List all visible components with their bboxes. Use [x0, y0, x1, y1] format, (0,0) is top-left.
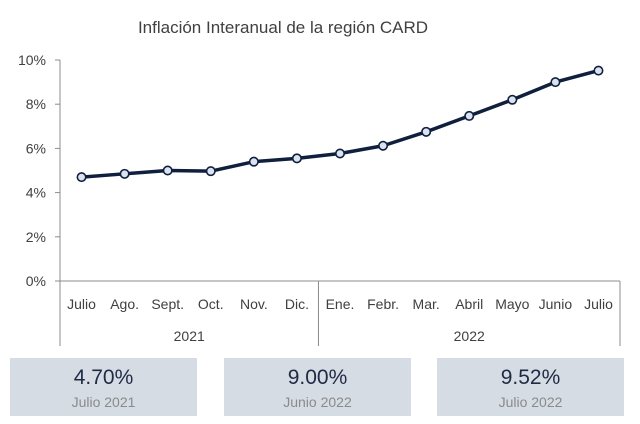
- x-tick-label: Junio: [539, 296, 573, 312]
- series-line: [79, 68, 601, 179]
- summary-card-label: Julio 2021: [71, 394, 136, 410]
- data-point: [550, 77, 561, 88]
- x-tick-label: Julio: [584, 296, 613, 312]
- data-point: [162, 165, 173, 176]
- x-tick-label: Julio: [67, 296, 96, 312]
- data-point: [205, 166, 216, 177]
- x-tick-label: Mayo: [495, 296, 529, 312]
- data-point: [378, 140, 389, 151]
- chart-title: Inflación Interanual de la región CARD: [138, 18, 428, 37]
- x-tick-label: Oct.: [198, 296, 224, 312]
- chart-series: [76, 65, 604, 183]
- data-point: [248, 156, 259, 167]
- x-tick-label: Ago.: [110, 296, 139, 312]
- data-point: [464, 110, 475, 121]
- chart-axes: 0% 2% 4% 6% 8% 10% Julio Ago. Sept. Oct. Nov. Dic. E…: [18, 52, 621, 346]
- x-tick-label: Nov.: [240, 296, 268, 312]
- summary-card: 9.52% Julio 2022: [437, 358, 624, 416]
- y-tick-label: 6%: [26, 140, 46, 156]
- data-point: [76, 172, 87, 183]
- y-tick-label: 8%: [26, 96, 46, 112]
- y-tick-label: 0%: [26, 273, 46, 289]
- y-tick-label: 4%: [26, 185, 46, 201]
- summary-card-value: 4.70%: [73, 366, 134, 389]
- data-point: [291, 153, 302, 164]
- summary-card: 4.70% Julio 2021: [10, 358, 197, 416]
- x-group-label: 2022: [454, 328, 485, 344]
- summary-card: 9.00% Junio 2022: [224, 358, 411, 416]
- x-tick-label: Sept.: [151, 296, 184, 312]
- summary-card-label: Junio 2022: [283, 394, 352, 410]
- x-group-label: 2021: [174, 328, 205, 344]
- x-tick-label: Mar.: [413, 296, 440, 312]
- summary-card-value: 9.00%: [287, 366, 348, 389]
- y-tick-label: 2%: [26, 229, 46, 245]
- data-point: [334, 148, 345, 159]
- data-point: [421, 126, 432, 137]
- summary-card-label: Julio 2022: [498, 394, 563, 410]
- x-tick-label: Dic.: [285, 296, 309, 312]
- x-tick-label: Ene.: [326, 296, 355, 312]
- summary-cards: 4.70% Julio 2021 9.00% Junio 2022 9.52% …: [10, 358, 630, 416]
- x-tick-label: Abril: [455, 296, 483, 312]
- data-point: [119, 168, 130, 179]
- x-tick-label: Febr.: [367, 296, 399, 312]
- summary-card-value: 9.52%: [500, 366, 561, 389]
- data-point: [507, 94, 518, 105]
- data-point: [593, 65, 604, 76]
- line-chart: Inflación Interanual de la región CARD 0…: [18, 18, 621, 346]
- y-tick-label: 10%: [18, 52, 46, 68]
